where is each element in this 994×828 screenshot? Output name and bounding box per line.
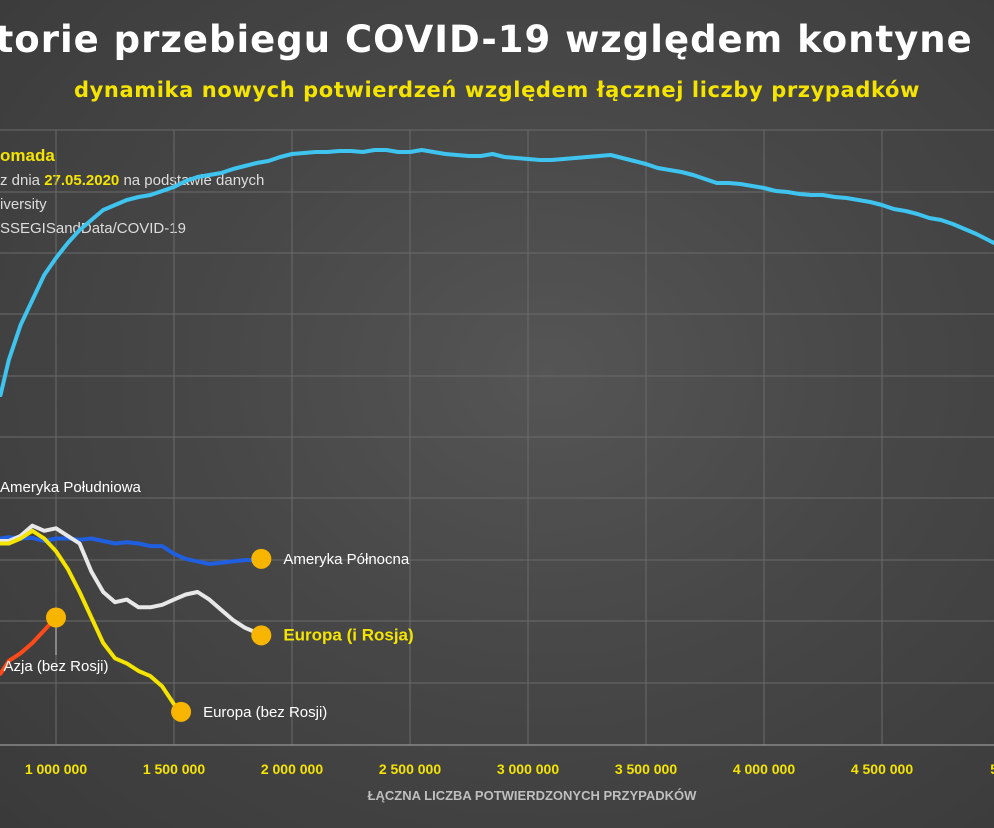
series-end-marker <box>46 607 66 628</box>
series-line-azja-bez-rosji- <box>0 615 58 676</box>
source-line-2: iversity <box>0 196 47 213</box>
series-line-ameryka-południowa <box>0 148 994 397</box>
series-label: Europa (bez Rosji) <box>203 704 327 721</box>
x-tick-label: 4 500 000 <box>851 761 913 777</box>
x-tick-label: 2 000 000 <box>261 761 323 777</box>
source-date: 27.05.2020 <box>44 172 120 189</box>
chart-title: ktorie przebiegu COVID-19 względem konty… <box>0 18 994 68</box>
series-end-marker <box>251 625 272 646</box>
chart-subtitle: dynamika nowych potwierdzeń względem łąc… <box>74 78 920 102</box>
series-labels: Ameryka Południowa Ameryka Północna Europa… <box>0 479 414 721</box>
series-lines <box>0 148 994 722</box>
source-name: omada <box>0 146 55 165</box>
series-label: Azja (bez Rosji) <box>3 658 108 675</box>
series-line-ameryka-północna <box>0 535 264 566</box>
x-axis: 1 000 000 1 500 000 2 000 000 2 500 000 3 00… <box>0 744 994 777</box>
source-line-1: z dnia 27.05.2020 na podstawie danych <box>0 172 264 189</box>
series-label: Ameryka Północna <box>283 551 410 568</box>
series-end-marker <box>171 701 192 722</box>
x-tick-label: 3 000 000 <box>497 761 559 777</box>
series-end-marker <box>251 548 272 569</box>
x-tick-label: 3 500 000 <box>615 761 677 777</box>
series-line-europa-bez-rosji- <box>0 528 184 714</box>
x-tick-label: 5 0 <box>990 761 994 777</box>
source-line-1-suffix: na podstawie danych <box>119 172 265 189</box>
chart-title-text: ktorie przebiegu COVID-19 względem konty… <box>0 18 973 61</box>
series-line-europa-i-rosja- <box>0 523 264 638</box>
series-label: Ameryka Południowa <box>0 479 142 496</box>
x-tick-label: 1 500 000 <box>143 761 205 777</box>
x-axis-label: ŁĄCZNA LICZBA POTWIERDZONYCH PRZYPADKÓW <box>368 788 698 803</box>
source-line-1-prefix: z dnia <box>0 172 45 189</box>
source-line-3: SSEGISandData/COVID-19 <box>0 220 186 237</box>
x-tick-label: 1 000 000 <box>25 761 87 777</box>
x-tick-label: 2 500 000 <box>379 761 441 777</box>
x-tick-label: 4 000 000 <box>733 761 795 777</box>
series-label: Europa (i Rosja) <box>283 625 413 644</box>
grid <box>0 129 994 745</box>
